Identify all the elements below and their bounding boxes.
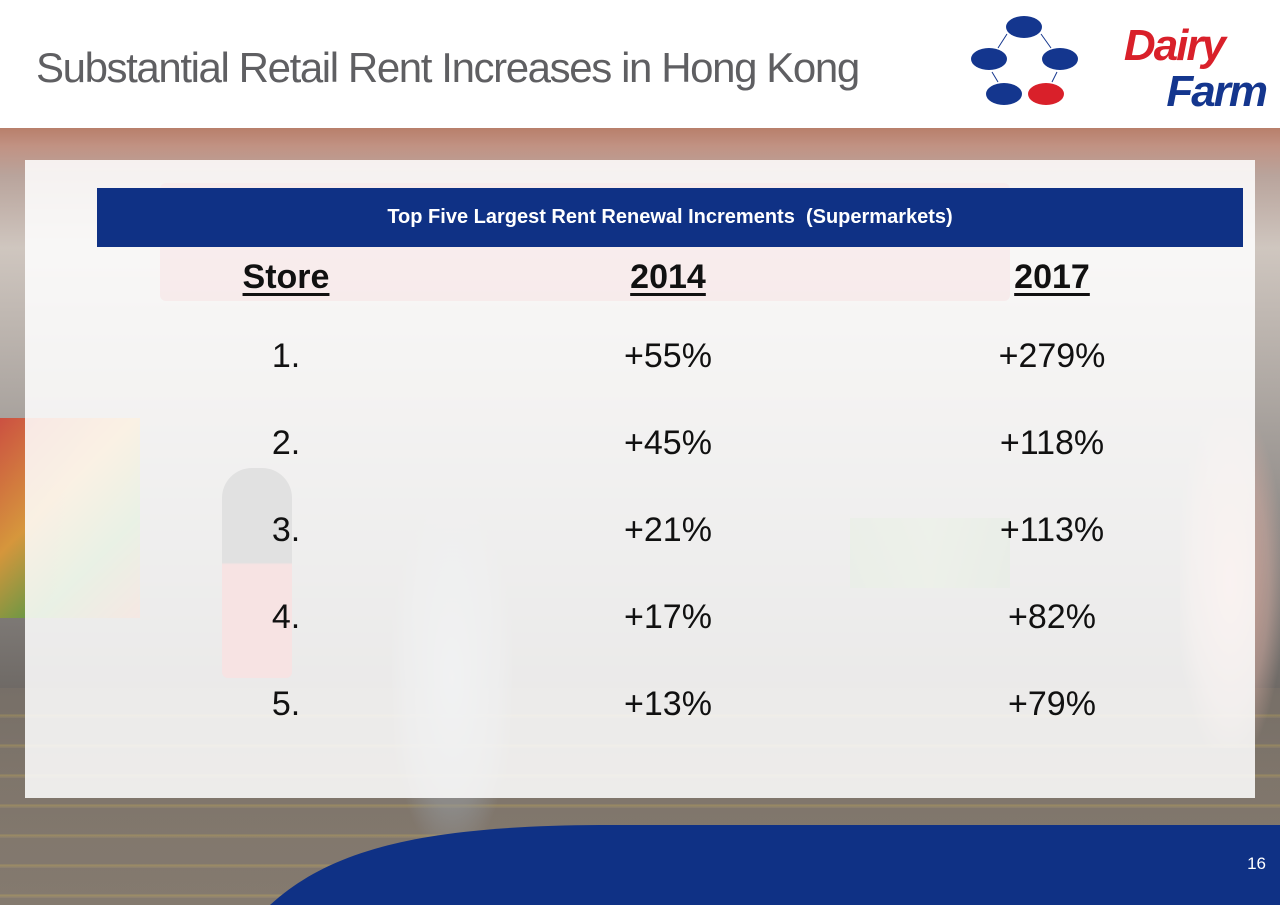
cell-value-2014: +13% [624, 685, 712, 723]
table-title-banner: Top Five Largest Rent Renewal Increments… [97, 188, 1243, 247]
logo-text-dairy: Dairy [1123, 21, 1226, 70]
dairy-farm-logo: Dairy Farm [962, 10, 1272, 115]
cell-value-2017: +79% [1008, 685, 1096, 723]
cell-store: 5. [271, 685, 301, 723]
footer-wave [270, 825, 1280, 905]
page-number: 16 [1247, 854, 1266, 873]
cell-value-2017: +82% [1008, 598, 1096, 636]
logo-dots-icon [971, 16, 1078, 105]
cell-store: 1. [271, 337, 301, 375]
table-title: Top Five Largest Rent Renewal Increments… [387, 206, 953, 228]
cell-store: 3. [271, 511, 301, 549]
cell-value-2014: +45% [624, 424, 712, 462]
slide-title: Substantial Retail Rent Increases in Hon… [36, 44, 860, 91]
cell-value-2014: +17% [624, 598, 712, 636]
cell-store: 2. [271, 424, 301, 462]
cell-value-2017: +279% [998, 337, 1106, 375]
cell-value-2017: +118% [999, 424, 1105, 462]
column-header-2017: 2017 [1014, 258, 1090, 296]
table-panel [25, 160, 1255, 798]
column-header-2014: 2014 [630, 258, 706, 296]
cell-store: 4. [271, 598, 301, 636]
cell-value-2014: +21% [624, 511, 712, 549]
column-header-store: Store [242, 258, 330, 296]
cell-value-2014: +55% [624, 337, 712, 375]
cell-value-2017: +113% [999, 511, 1105, 549]
logo-text-farm: Farm [1166, 67, 1268, 116]
